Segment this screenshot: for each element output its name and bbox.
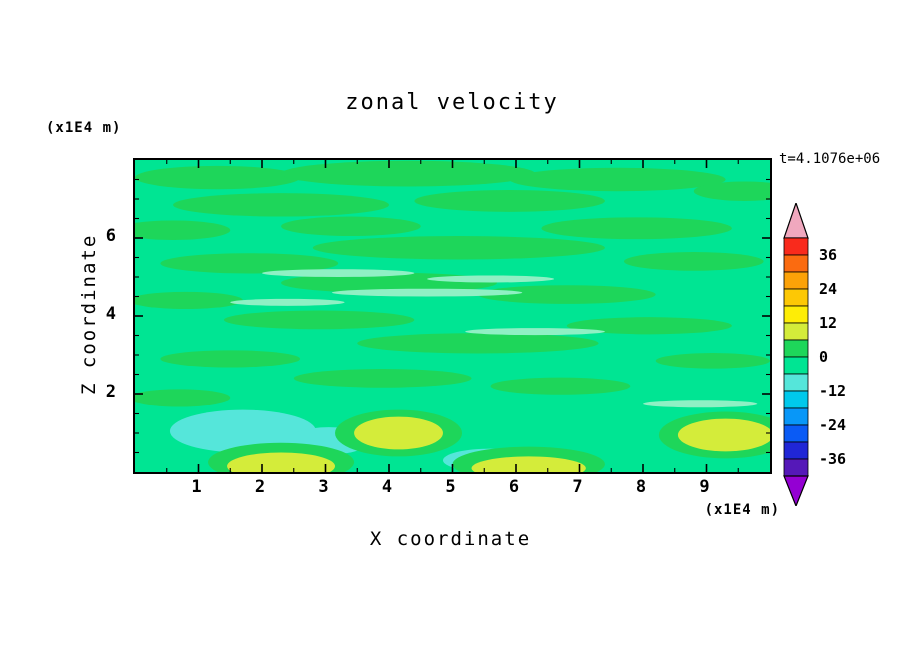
y-tick-label-6: 6	[105, 226, 116, 246]
contour-feature-0..6	[293, 369, 472, 388]
x-axis-title: X coordinate	[369, 528, 532, 550]
x-tick-label-5: 5	[445, 477, 456, 497]
colorbar-labels: 36 24 12 0 -12 -24 -36	[819, 203, 899, 515]
x-tick-label-9: 9	[699, 477, 710, 497]
colorbar-segment	[783, 407, 809, 426]
colorbar-segment	[783, 271, 809, 290]
y-axis-tick-labels: 2 4 6	[86, 158, 122, 474]
y-tick-label-4: 4	[105, 304, 116, 324]
contour-feature-0..6	[414, 190, 605, 212]
contour-feature-6..12	[677, 418, 770, 452]
contour-feature-0..6	[509, 167, 726, 192]
contour-feature-0..6	[135, 165, 301, 190]
contour-feature-0..6	[357, 333, 599, 354]
contour-feature-0..6	[623, 252, 764, 271]
contour-feature--6..0	[230, 298, 345, 306]
colorbar-segment	[783, 288, 809, 307]
contour-feature-6..12	[354, 416, 443, 450]
contour-feature-0..6	[223, 310, 415, 330]
colorbar-label-0: 0	[819, 348, 829, 366]
contour-feature-0..6	[477, 285, 656, 304]
contour-feature-0..6	[312, 236, 605, 260]
contour-feature--6..0	[331, 288, 523, 297]
colorbar-segment	[783, 322, 809, 341]
contour-feature-0..6	[281, 160, 536, 187]
colorbar-segment	[783, 305, 809, 324]
contour-feature--6..0	[465, 328, 605, 336]
plot-title: zonal velocity	[345, 90, 559, 115]
contour-feature--6..0	[643, 400, 758, 408]
contour-feature-0..6	[135, 291, 243, 309]
contour-feature-0..6	[135, 389, 231, 407]
colorbar-label--12: -12	[819, 382, 847, 400]
contour-feature-0..6	[281, 216, 421, 237]
contour-feature-0..6	[490, 377, 631, 395]
colorbar-under-arrow	[783, 475, 809, 508]
x-tick-label-8: 8	[635, 477, 647, 497]
colorbar-label-12: 12	[819, 314, 838, 332]
colorbar-segment	[783, 339, 809, 358]
colorbar-label-24: 24	[819, 280, 838, 298]
y-tick-label-2: 2	[105, 382, 116, 402]
colorbar-label--24: -24	[819, 416, 847, 434]
contour-feature-0..6	[160, 350, 301, 368]
y-axis-units-label: (x1E4 m)	[46, 120, 122, 136]
time-annotation: t=4.1076e+06	[779, 151, 881, 167]
x-tick-label-3: 3	[318, 477, 329, 497]
contour-feature-6..12	[227, 452, 336, 472]
contour-feature--12..-6	[169, 409, 316, 453]
colorbar-segment	[783, 458, 809, 477]
contour-feature-0..6	[173, 193, 389, 217]
contour-feature-0..6	[541, 217, 732, 240]
colorbar-segment	[783, 390, 809, 409]
colorbar-segment	[783, 424, 809, 443]
contour-feature-0..6	[655, 353, 770, 369]
colorbar-segment	[783, 237, 809, 256]
contour-feature-0..6	[566, 317, 732, 335]
contour-feature-6..12	[471, 456, 586, 472]
x-axis-tick-labels: 1 2 3 4 5 6 7 8 9	[133, 477, 772, 499]
colorbar: 36 24 12 0 -12 -24 -36	[783, 201, 903, 515]
contour-feature--6..0	[427, 275, 555, 283]
x-tick-label-2: 2	[254, 477, 266, 497]
colorbar-label--36: -36	[819, 450, 847, 468]
contour-feature-0..6	[160, 253, 339, 274]
x-tick-label-7: 7	[572, 477, 583, 497]
contour-feature-0..6	[693, 181, 770, 201]
contour-feature--6..0	[262, 269, 415, 277]
contour-field	[135, 160, 770, 472]
x-axis-units-label: (x1E4 m)	[704, 502, 780, 518]
contour-plot-area	[133, 158, 772, 474]
x-tick-label-4: 4	[381, 477, 393, 497]
colorbar-segment	[783, 356, 809, 375]
x-tick-label-6: 6	[508, 477, 520, 497]
colorbar-swatches	[783, 201, 809, 508]
x-tick-label-1: 1	[191, 477, 202, 497]
contour-feature-0..6	[135, 220, 231, 240]
colorbar-segment	[783, 373, 809, 392]
colorbar-segment	[783, 254, 809, 273]
colorbar-segment	[783, 441, 809, 460]
colorbar-over-arrow	[783, 201, 809, 239]
colorbar-label-36: 36	[819, 246, 838, 264]
